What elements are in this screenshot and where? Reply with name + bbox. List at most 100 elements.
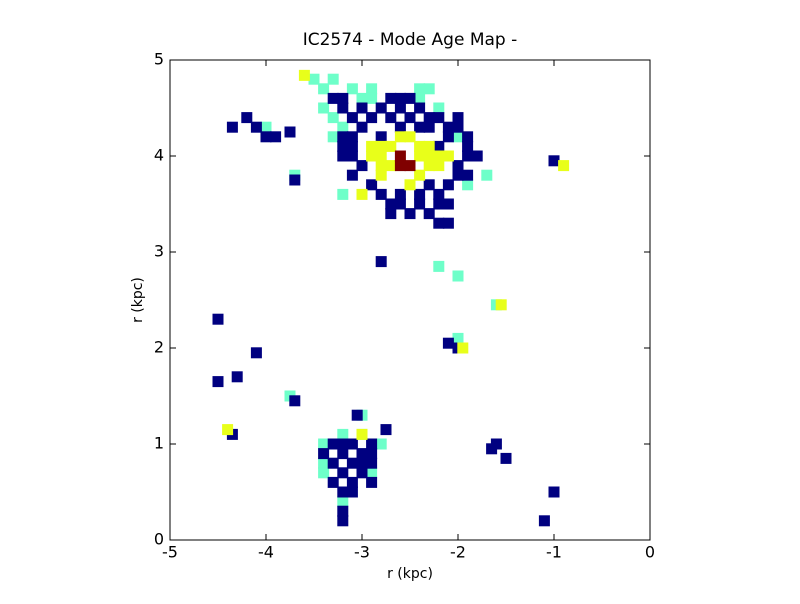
map-pixel xyxy=(366,467,378,479)
map-pixel xyxy=(394,150,406,162)
map-pixel xyxy=(481,169,493,181)
map-pixel xyxy=(414,140,426,152)
map-pixel xyxy=(366,179,378,191)
map-pixel xyxy=(548,486,560,498)
map-pixel xyxy=(308,73,320,85)
map-pixel xyxy=(327,476,339,488)
map-pixel xyxy=(414,92,426,104)
map-pixel xyxy=(404,179,416,191)
map-pixel xyxy=(462,179,474,191)
map-pixel xyxy=(356,102,368,114)
map-pixel xyxy=(337,438,349,450)
map-pixel xyxy=(442,121,454,133)
map-pixel xyxy=(212,376,224,388)
map-pixel xyxy=(327,112,339,124)
map-pixel xyxy=(337,150,349,162)
map-pixel xyxy=(442,179,454,191)
map-pixel xyxy=(356,467,368,479)
map-pixel xyxy=(346,83,358,95)
map-pixel xyxy=(337,188,349,200)
y-tick-label: 2 xyxy=(154,338,164,357)
map-pixel xyxy=(414,102,426,114)
map-pixel xyxy=(442,150,454,162)
map-pixel xyxy=(375,102,387,114)
map-pixel xyxy=(433,260,445,272)
map-pixel xyxy=(385,208,397,220)
map-pixel xyxy=(337,92,349,104)
map-pixel xyxy=(226,121,238,133)
map-pixel xyxy=(375,256,387,268)
map-pixel xyxy=(404,160,416,172)
map-pixel xyxy=(404,131,416,143)
map-pixel xyxy=(318,102,330,114)
map-pixel xyxy=(414,198,426,210)
y-tick-label: 5 xyxy=(154,50,164,69)
chart-title: IC2574 - Mode Age Map - xyxy=(303,30,518,50)
map-pixel xyxy=(366,150,378,162)
map-pixel xyxy=(375,150,387,162)
map-pixel xyxy=(318,457,330,469)
map-pixel xyxy=(346,457,358,469)
map-pixel xyxy=(404,208,416,220)
map-pixel xyxy=(356,92,368,104)
map-pixel xyxy=(222,424,234,436)
map-pixel xyxy=(356,457,368,469)
map-pixel xyxy=(538,515,550,527)
map-pixel xyxy=(452,121,464,133)
map-pixel xyxy=(337,467,349,479)
map-pixel xyxy=(356,160,368,172)
map-pixel xyxy=(375,438,387,450)
map-pixel xyxy=(250,347,262,359)
map-pixel xyxy=(452,112,464,124)
map-pixel xyxy=(346,169,358,181)
map-pixel xyxy=(366,140,378,152)
map-pixel xyxy=(260,121,272,133)
map-pixel xyxy=(423,179,435,191)
map-pixel xyxy=(394,92,406,104)
y-tick-label: 4 xyxy=(154,146,164,165)
map-pixel xyxy=(433,150,445,162)
map-pixel xyxy=(356,428,368,440)
y-axis-label: r (kpc) xyxy=(130,277,146,323)
map-pixel xyxy=(356,448,368,460)
map-pixel xyxy=(452,332,464,344)
map-pixel xyxy=(356,188,368,200)
map-pixel xyxy=(457,342,469,354)
map-pixel xyxy=(351,409,363,421)
map-pixel xyxy=(423,140,435,152)
map-pixel xyxy=(366,438,378,450)
map-pixel xyxy=(462,131,474,143)
map-pixel xyxy=(346,486,358,498)
map-pixel xyxy=(452,169,464,181)
map-pixel xyxy=(366,476,378,488)
map-pixel xyxy=(442,198,454,210)
map-pixel xyxy=(452,270,464,282)
map-pixel xyxy=(486,443,498,455)
map-pixel xyxy=(423,160,435,172)
map-pixel xyxy=(385,160,397,172)
map-pixel xyxy=(423,208,435,220)
y-tick-label: 1 xyxy=(154,434,164,453)
map-pixel xyxy=(337,515,349,527)
map-pixel xyxy=(394,131,406,143)
map-pixel xyxy=(380,424,392,436)
map-pixel xyxy=(462,140,474,152)
map-pixel xyxy=(327,457,339,469)
map-pixel xyxy=(442,217,454,229)
map-pixel xyxy=(318,448,330,460)
map-pixel xyxy=(414,121,426,133)
x-axis-label: r (kpc) xyxy=(387,566,433,582)
map-pixel xyxy=(433,112,445,124)
map-pixel xyxy=(433,188,445,200)
x-tick-label: 0 xyxy=(645,543,655,562)
map-pixel xyxy=(414,150,426,162)
map-pixel xyxy=(375,140,387,152)
map-pixel xyxy=(375,169,387,181)
map-pixel xyxy=(337,486,349,498)
map-pixel xyxy=(394,160,406,172)
map-pixel xyxy=(337,102,349,114)
map-pixel xyxy=(366,92,378,104)
map-pixel xyxy=(298,69,310,81)
map-pixel xyxy=(394,121,406,133)
